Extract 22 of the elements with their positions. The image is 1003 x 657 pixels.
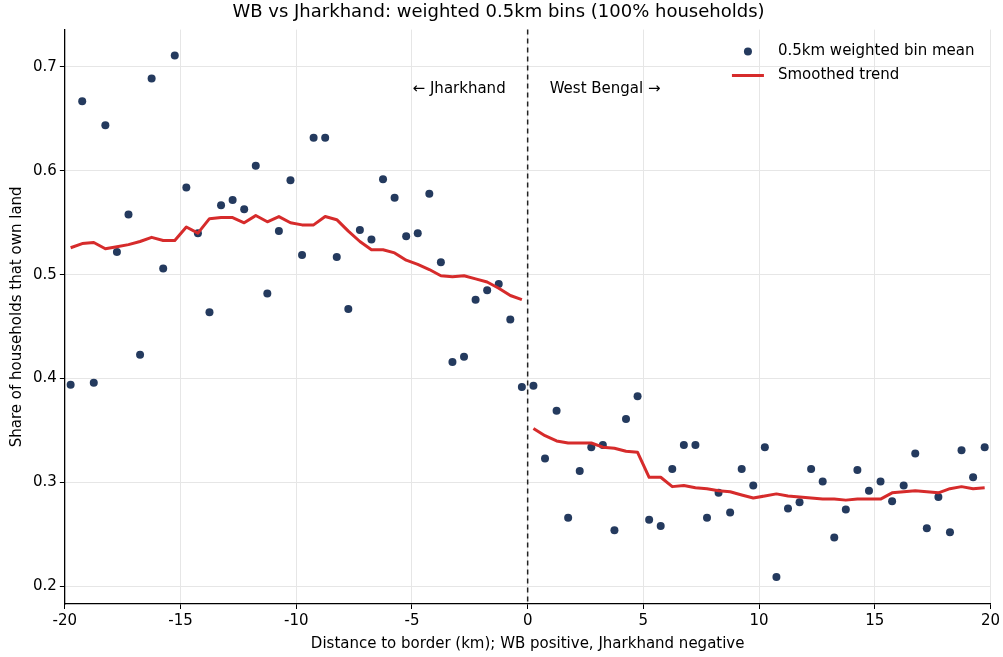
- x-tick-label: -10: [284, 610, 309, 629]
- chart-title: WB vs Jharkhand: weighted 0.5km bins (100% households): [232, 0, 765, 22]
- x-tick-label: 15: [865, 610, 885, 629]
- y-axis-title: Share of households that own land: [6, 186, 25, 448]
- y-tick-label: 0.4: [33, 368, 57, 387]
- x-tick-label: 0: [522, 610, 533, 629]
- y-tick-label: 0.5: [33, 264, 57, 283]
- annotation: ← Jharkhand: [412, 79, 506, 98]
- y-tick-label: 0.7: [33, 56, 57, 75]
- x-tick-label: -5: [404, 610, 420, 629]
- x-tick-label: 5: [638, 610, 649, 629]
- y-tick-label: 0.3: [33, 472, 57, 491]
- y-tick-label: 0.2: [33, 576, 57, 595]
- legend-label: 0.5km weighted bin mean: [777, 41, 975, 60]
- x-tick-label: -15: [168, 610, 193, 629]
- annotation: West Bengal →: [549, 79, 661, 98]
- x-axis-title: Distance to border (km); WB positive, Jharkhand negative: [310, 633, 745, 652]
- x-tick-label: -20: [52, 610, 78, 629]
- x-tick-label: 20: [980, 610, 1000, 629]
- legend-label: Smoothed trend: [777, 65, 900, 84]
- y-tick-label: 0.6: [33, 160, 57, 179]
- x-tick-label: 10: [749, 610, 769, 629]
